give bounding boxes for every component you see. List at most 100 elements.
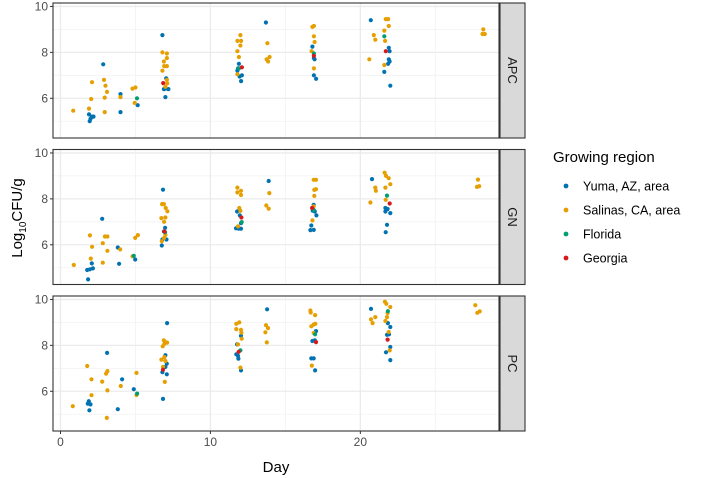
data-point-salinas: [239, 330, 244, 335]
data-point-yuma: [384, 222, 390, 227]
data-point-salinas: [383, 197, 388, 202]
data-point-yuma: [314, 76, 319, 81]
legend-key-dot: [563, 183, 569, 189]
data-point-salinas: [161, 202, 166, 207]
data-point-yuma: [91, 114, 96, 119]
data-point-yuma: [386, 61, 391, 66]
data-point-salinas: [263, 330, 268, 335]
legend-key-dot: [563, 255, 569, 261]
data-point-salinas: [388, 304, 393, 310]
panel-pc: 6 8 10 PC: [35, 292, 526, 432]
data-point-yuma: [163, 95, 168, 100]
data-point-yuma: [159, 243, 164, 248]
legend-label: Yuma, AZ, area: [583, 180, 669, 194]
legend-item-yuma: Yuma, AZ, area: [563, 180, 669, 194]
data-point-yuma: [165, 321, 170, 326]
x-axis: 0 10 20: [57, 431, 367, 449]
data-point-salinas: [163, 358, 168, 364]
data-point-salinas: [118, 247, 123, 252]
data-point-salinas: [239, 38, 244, 44]
data-point-salinas: [118, 383, 123, 389]
data-point-yuma: [133, 257, 138, 262]
data-point-salinas: [89, 96, 94, 102]
data-point-yuma: [86, 112, 92, 117]
panel-gn: 6 8 10 GN: [35, 146, 526, 286]
data-point-georgia: [239, 65, 244, 70]
data-point-yuma: [387, 49, 392, 54]
data-point-yuma: [368, 306, 374, 311]
y-tick-label: 8: [41, 192, 48, 206]
panel-background: [53, 296, 499, 431]
data-point-yuma: [86, 277, 91, 282]
data-point-salinas: [102, 95, 107, 100]
data-point-salinas: [383, 185, 388, 190]
data-point-salinas: [238, 188, 244, 193]
data-point-salinas: [386, 23, 391, 29]
data-point-georgia: [161, 81, 166, 86]
data-point-yuma: [383, 209, 388, 214]
data-point-salinas: [387, 348, 392, 353]
data-point-salinas: [162, 219, 167, 224]
data-point-salinas: [164, 64, 169, 69]
data-point-salinas: [312, 193, 317, 198]
x-tick-label: 10: [204, 435, 218, 449]
legend-item-georgia: Georgia: [563, 252, 628, 266]
data-point-yuma: [388, 324, 393, 330]
y-axis-title-main: Log: [9, 233, 26, 258]
data-point-yuma: [313, 368, 318, 373]
data-point-salinas: [311, 34, 316, 39]
data-point-yuma: [118, 110, 123, 115]
data-point-florida: [385, 309, 390, 314]
data-point-salinas: [481, 27, 486, 32]
panel-border: [52, 148, 500, 286]
data-point-salinas: [71, 108, 76, 113]
data-point-salinas: [238, 365, 243, 370]
data-point-yuma: [368, 18, 373, 23]
legend-item-florida: Florida: [563, 228, 621, 242]
facet-strip: [499, 2, 526, 139]
data-point-salinas: [473, 303, 478, 308]
data-point-salinas: [311, 66, 316, 71]
data-point-georgia: [313, 340, 319, 345]
data-point-salinas: [165, 81, 170, 86]
data-point-yuma: [118, 92, 123, 97]
data-point-salinas: [100, 241, 105, 246]
panel-border: [52, 295, 500, 432]
data-point-georgia: [387, 201, 392, 206]
data-point-salinas: [159, 239, 164, 244]
data-point-salinas: [373, 185, 378, 190]
data-point-salinas: [164, 51, 169, 56]
y-tick-label: 10: [35, 146, 49, 160]
data-point-salinas: [163, 215, 168, 220]
y-tick-label: 10: [35, 292, 49, 306]
data-point-georgia: [236, 349, 241, 354]
y-tick-label: 6: [41, 238, 48, 252]
data-point-yuma: [120, 377, 125, 382]
data-point-georgia: [310, 205, 315, 211]
data-point-yuma: [388, 83, 393, 88]
data-point-salinas: [165, 209, 170, 214]
data-point-salinas: [104, 89, 110, 94]
panel-background: [53, 3, 499, 138]
data-point-florida: [384, 193, 390, 198]
data-point-salinas: [386, 329, 391, 335]
data-point-georgia: [311, 53, 316, 58]
data-point-salinas: [477, 184, 482, 189]
legend-title: Growing region: [553, 149, 655, 166]
data-point-salinas: [371, 33, 376, 38]
data-point-yuma: [311, 227, 316, 232]
data-point-salinas: [238, 192, 244, 198]
data-point-florida: [313, 332, 318, 337]
data-point-salinas: [164, 77, 169, 82]
data-point-yuma: [88, 402, 93, 407]
data-point-salinas: [164, 56, 169, 61]
data-point-salinas: [88, 256, 93, 261]
data-point-salinas: [382, 170, 387, 175]
data-point-salinas: [475, 177, 481, 182]
data-point-salinas: [313, 177, 319, 182]
data-point-salinas: [309, 324, 314, 329]
data-point-salinas: [311, 23, 316, 29]
data-point-yuma: [266, 178, 271, 184]
data-point-georgia: [160, 367, 166, 372]
data-point-salinas: [238, 43, 243, 48]
